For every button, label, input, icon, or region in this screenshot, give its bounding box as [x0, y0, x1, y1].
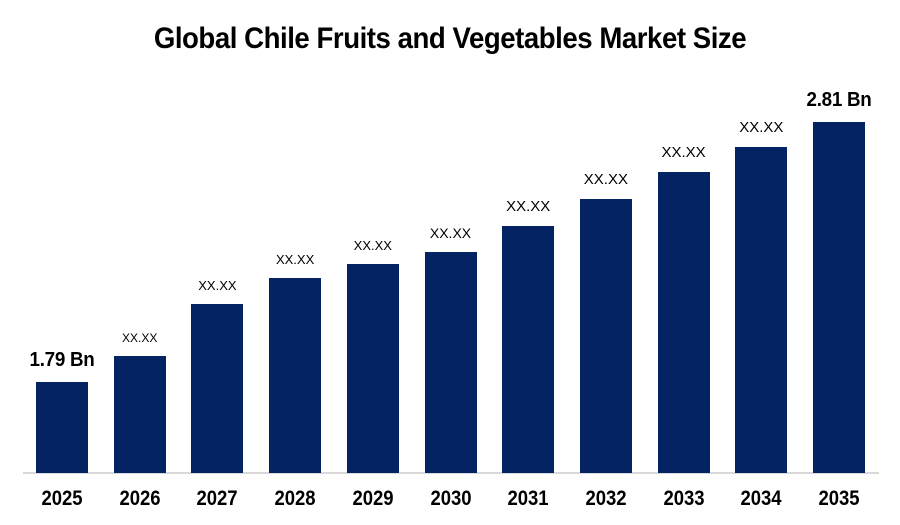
- x-axis-label-2034: 2034: [740, 487, 782, 510]
- bar-value-label-2028: XX.XX: [275, 252, 315, 267]
- x-axis-label-2028: 2028: [274, 487, 316, 510]
- x-axis-label-2029: 2029: [352, 487, 394, 510]
- bar-value-label-2032: XX.XX: [583, 171, 628, 188]
- x-axis-label-2027: 2027: [196, 487, 238, 510]
- bar-2034: [735, 147, 788, 473]
- x-axis-label-2030: 2030: [429, 487, 472, 510]
- bar-2032: [579, 199, 632, 473]
- x-axis-label-2026: 2026: [119, 487, 161, 510]
- bar-2033: [657, 172, 710, 473]
- bar-2030: [424, 252, 477, 473]
- bar-2026: [113, 356, 166, 473]
- bar-2028: [269, 278, 322, 473]
- bar-value-label-2027: XX.XX: [198, 278, 237, 293]
- bar-value-label-2033: XX.XX: [661, 144, 706, 161]
- bar-2027: [191, 304, 244, 473]
- x-axis-label-2025: 2025: [41, 487, 83, 510]
- bar-value-label-2030: XX.XX: [429, 225, 472, 241]
- bar-2035: [813, 122, 865, 473]
- chart-title: Global Chile Fruits and Vegetables Marke…: [153, 22, 747, 55]
- bar-value-label-2031: XX.XX: [506, 198, 551, 215]
- bar-2031: [502, 226, 555, 473]
- x-axis-label-2035: 2035: [818, 487, 860, 510]
- bar-value-label-2025: 1.79 Bn: [29, 349, 95, 371]
- x-axis-label-2033: 2033: [663, 487, 705, 510]
- x-axis-line: [23, 472, 879, 474]
- bar-value-label-2029: XX.XX: [353, 238, 392, 253]
- bar-value-label-2034: XX.XX: [739, 119, 784, 136]
- x-axis-label-2032: 2032: [585, 487, 627, 510]
- bar-2025: [36, 382, 88, 473]
- bar-value-label-2035: 2.81 Bn: [806, 89, 872, 111]
- x-axis-label-2031: 2031: [507, 487, 549, 510]
- bar-value-label-2026: XX.XX: [122, 331, 158, 345]
- bar-2029: [346, 264, 399, 473]
